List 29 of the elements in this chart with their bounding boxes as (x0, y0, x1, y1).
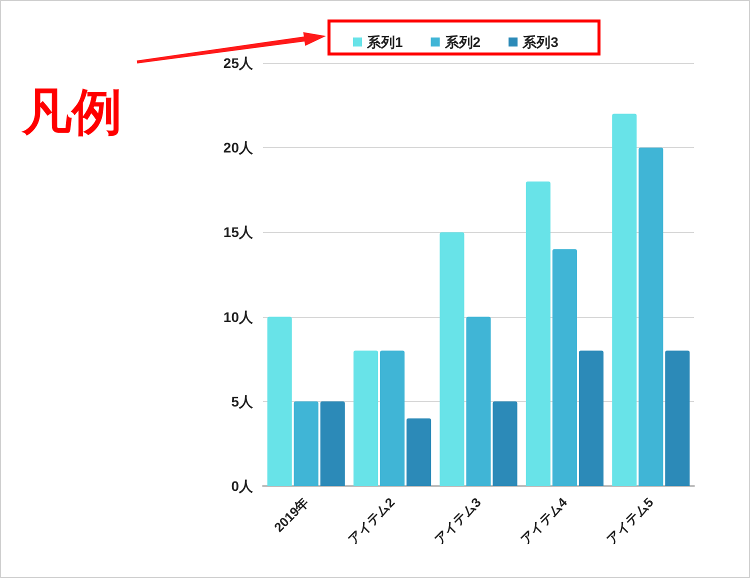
text: 凡例 (22, 82, 122, 142)
bar (552, 249, 577, 486)
legend-label: 系列2 (444, 34, 481, 50)
x-tick-label: アイテム3 (431, 494, 484, 548)
bar (354, 350, 378, 486)
x-tick-label: アイテム5 (604, 494, 656, 548)
bar (612, 114, 637, 486)
bar (526, 181, 550, 486)
bar (406, 418, 432, 486)
y-tick-label: 20人 (223, 140, 254, 156)
y-tick-label: 25人 (223, 55, 254, 71)
x-tick-label: アイテム4 (518, 494, 571, 548)
y-tick-label: 0人 (231, 478, 254, 494)
y-tick-label: 10人 (223, 308, 254, 325)
y-tick-label: 5人 (231, 393, 254, 410)
bar (665, 350, 690, 486)
bar (466, 316, 491, 486)
bar (492, 401, 518, 486)
legend-label: 系列1 (366, 34, 403, 50)
bar (380, 350, 405, 486)
bar (440, 232, 464, 486)
bar (267, 316, 292, 486)
x-tick-label: アイテム2 (345, 494, 398, 548)
bar (320, 401, 345, 486)
legend-label: 系列3 (522, 34, 559, 50)
bar (294, 401, 318, 486)
bar (638, 148, 664, 486)
bar (578, 350, 604, 486)
y-tick-label: 15人 (223, 224, 254, 240)
